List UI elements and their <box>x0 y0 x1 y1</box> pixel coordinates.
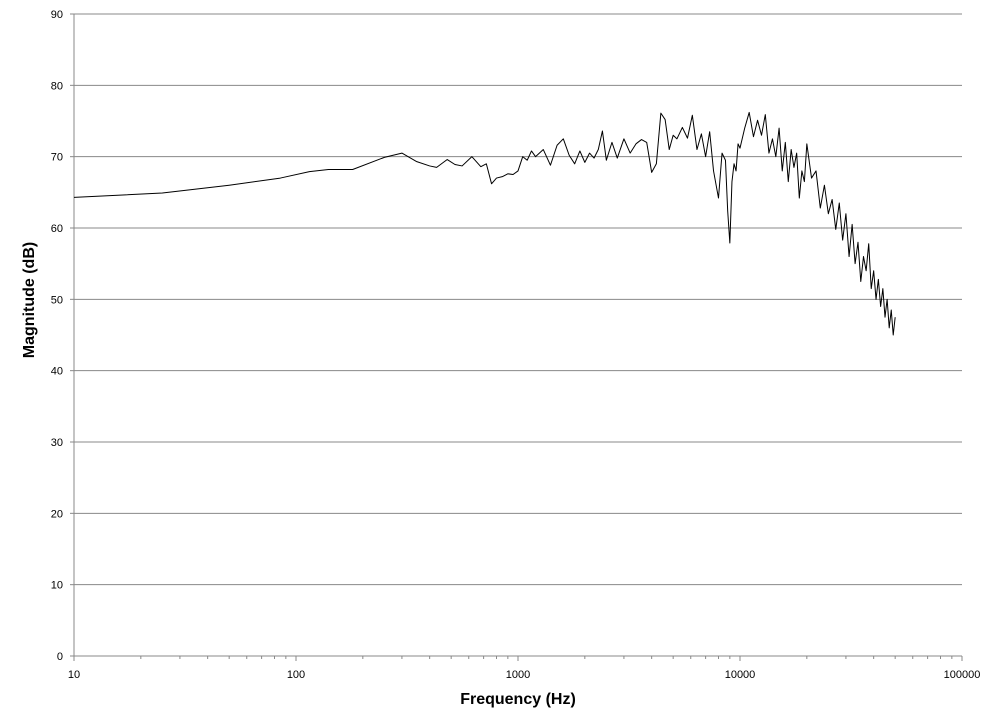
y-tick-label: 30 <box>51 437 63 449</box>
y-tick-label: 70 <box>51 152 63 164</box>
series-line <box>73 111 896 336</box>
x-tick-label: 10 <box>68 669 80 681</box>
tick-labels: 0 10 20 30 40 50 60 70 80 90 10 100 1000 10000 100000 <box>51 9 981 681</box>
y-tick-label: 80 <box>51 80 63 92</box>
y-tick-label: 40 <box>51 366 63 378</box>
y-axis-title: Magnitude (dB) <box>21 242 38 358</box>
y-tick-label: 90 <box>51 9 63 21</box>
x-axis-title: Frequency (Hz) <box>460 691 576 708</box>
axes <box>70 13 963 661</box>
y-tick-label: 20 <box>51 508 63 520</box>
y-tick-label: 10 <box>51 580 63 592</box>
x-tick-label: 100 <box>287 669 305 681</box>
y-tick-label: 0 <box>57 651 63 663</box>
x-tick-label: 10000 <box>725 669 756 681</box>
gridlines <box>74 13 962 586</box>
x-tick-label: 1000 <box>506 669 530 681</box>
x-tick-label: 100000 <box>944 669 981 681</box>
y-tick-label: 60 <box>51 223 63 235</box>
y-tick-label: 50 <box>51 294 63 306</box>
series-layer <box>73 111 896 336</box>
